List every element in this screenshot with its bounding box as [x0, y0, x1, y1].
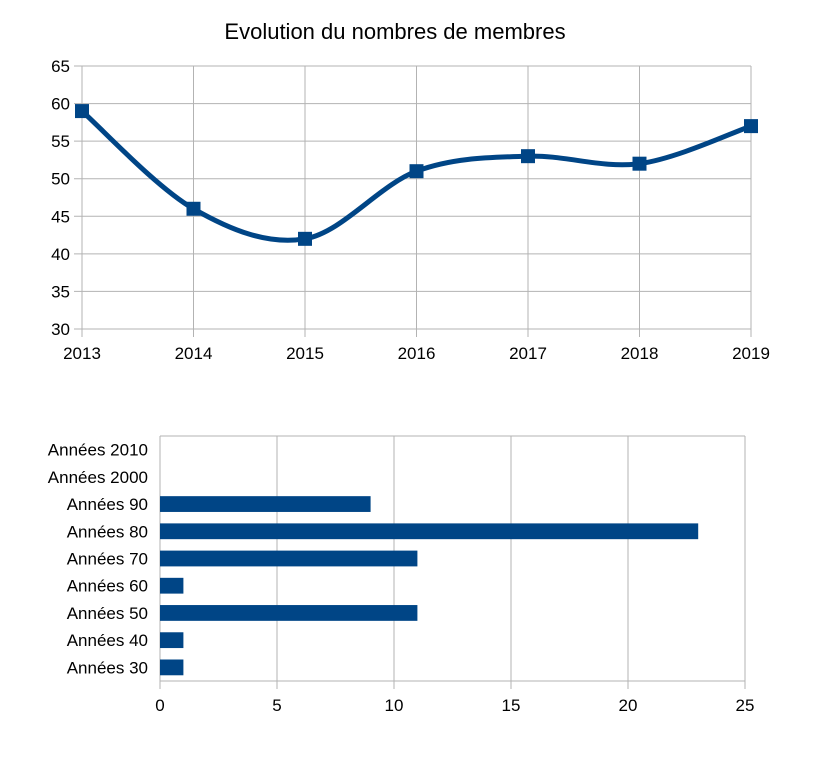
bar-category-label: Années 30: [67, 658, 148, 677]
line-chart-title: Evolution du nombres de membres: [224, 19, 565, 44]
bar-xtick-label: 15: [502, 696, 521, 715]
line-ytick-label: 60: [51, 95, 70, 114]
bar-category-label: Années 2010: [48, 441, 148, 460]
bar-category-label: Années 90: [67, 495, 148, 514]
line-xtick-label: 2018: [621, 344, 659, 363]
line-ytick-label: 30: [51, 320, 70, 339]
bar: [160, 550, 418, 567]
bar: [160, 632, 184, 649]
line-data-point: [186, 201, 201, 216]
line-data-point: [75, 104, 89, 119]
bar-category-label: Années 80: [67, 522, 148, 541]
bar: [160, 523, 699, 540]
line-ytick-label: 50: [51, 170, 70, 189]
line-ytick-label: 35: [51, 282, 70, 301]
bar-category-label: Années 70: [67, 550, 148, 569]
bar: [160, 659, 184, 676]
line-ytick-label: 65: [51, 57, 70, 76]
bar-category-label: Années 60: [67, 577, 148, 596]
bar-chart-bars: [160, 496, 699, 676]
bar-category-label: Années 50: [67, 604, 148, 623]
line-xtick-label: 2019: [732, 344, 770, 363]
bar: [160, 496, 371, 512]
bar-xtick-label: 25: [736, 696, 755, 715]
line-xtick-label: 2013: [63, 344, 101, 363]
line-ytick-label: 45: [51, 207, 70, 226]
bar-xtick-label: 5: [272, 696, 281, 715]
line-data-point: [744, 119, 758, 134]
bar: [160, 605, 418, 621]
bar-category-label: Années 40: [67, 631, 148, 650]
line-ytick-label: 55: [51, 132, 70, 151]
line-data-point: [632, 156, 647, 171]
bar-xtick-label: 20: [619, 696, 638, 715]
line-xtick-label: 2016: [398, 344, 436, 363]
line-xtick-label: 2015: [286, 344, 324, 363]
bar-category-label: Années 2000: [48, 468, 148, 487]
bar-xtick-label: 0: [155, 696, 164, 715]
line-xtick-label: 2017: [509, 344, 547, 363]
bar-xtick-label: 10: [385, 696, 404, 715]
bar-chart-axes: 0 5 10 15 20 25 Années 2010 Années 2000 Années 9…: [48, 441, 755, 715]
line-data-point: [298, 231, 312, 246]
bar: [160, 577, 184, 594]
line-ytick-label: 40: [51, 245, 70, 264]
line-data-point: [521, 149, 535, 164]
line-xtick-label: 2014: [175, 344, 213, 363]
line-chart-axes: 30 35 40 45 50 55 60 65 2013 2014 2015 2016 2017 2018…: [51, 57, 770, 363]
line-chart-series: [75, 104, 758, 246]
line-chart-grid: [74, 65, 752, 337]
line-data-point: [409, 164, 424, 179]
